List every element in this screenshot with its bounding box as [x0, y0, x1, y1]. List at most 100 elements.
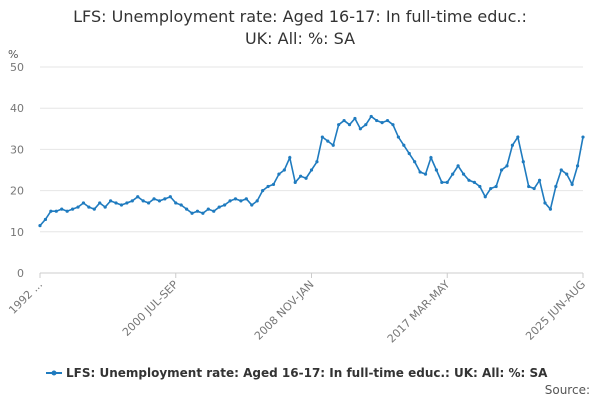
data-point	[43, 217, 48, 222]
data-point	[255, 199, 259, 203]
data-point	[326, 139, 330, 143]
data-point	[233, 197, 238, 201]
data-point	[81, 201, 86, 205]
data-point	[250, 203, 254, 207]
data-point	[581, 135, 585, 139]
data-point	[304, 176, 308, 180]
data-point	[499, 168, 504, 172]
data-point	[423, 172, 428, 176]
data-point	[494, 184, 498, 189]
data-point	[347, 123, 352, 127]
data-point	[244, 197, 248, 201]
data-point	[451, 172, 455, 176]
data-point	[331, 143, 335, 147]
y-tick-label: 40	[10, 102, 24, 115]
data-point	[380, 121, 384, 125]
source: Source:	[545, 383, 590, 397]
data-point	[65, 209, 69, 213]
data-point	[565, 172, 569, 176]
data-point	[472, 180, 476, 184]
data-point	[49, 209, 53, 213]
data-point	[163, 197, 167, 201]
data-point	[168, 195, 172, 199]
data-point	[114, 201, 118, 205]
data-point	[195, 209, 200, 213]
data-point	[527, 184, 531, 189]
data-point	[434, 168, 438, 172]
data-point	[119, 203, 124, 207]
data-point	[38, 224, 42, 228]
data-point	[478, 184, 482, 189]
data-point	[87, 205, 91, 209]
data-point	[54, 209, 58, 213]
data-point	[440, 180, 444, 184]
data-point	[320, 135, 324, 139]
data-point	[206, 207, 210, 211]
data-point	[147, 201, 151, 205]
data-point	[353, 116, 357, 121]
data-point	[418, 170, 422, 174]
y-tick-label: 30	[10, 143, 24, 156]
data-point	[98, 201, 102, 205]
data-point	[261, 189, 265, 193]
data-point	[70, 207, 75, 211]
x-tick-label: 2000 JUL-SEP	[120, 278, 181, 339]
data-point	[293, 180, 297, 184]
y-axis-label: %	[8, 48, 18, 61]
data-point	[369, 114, 373, 119]
chart-title: UK: All: %: SA	[245, 29, 355, 48]
x-tick-label: 2008 NOV-JAN	[252, 278, 317, 343]
x-tick-label: 1992 ...	[6, 278, 45, 317]
data-point	[103, 205, 107, 209]
data-point	[467, 178, 471, 182]
y-tick-label: 10	[10, 226, 24, 239]
data-point	[407, 151, 411, 156]
data-point	[337, 123, 341, 127]
data-point	[92, 207, 96, 211]
data-point	[510, 143, 515, 147]
data-point	[402, 143, 406, 147]
data-point	[157, 199, 162, 203]
data-point	[396, 135, 400, 139]
y-tick-label: 0	[17, 267, 24, 280]
data-point	[309, 168, 314, 172]
data-point	[483, 195, 487, 199]
data-point	[288, 156, 292, 160]
data-point	[575, 164, 580, 168]
data-point	[185, 207, 189, 211]
data-point	[141, 199, 145, 203]
data-point	[429, 156, 433, 160]
data-point	[342, 118, 346, 123]
data-point	[516, 135, 520, 139]
data-point	[282, 168, 286, 172]
data-point	[212, 209, 216, 213]
data-point	[521, 160, 525, 164]
data-point	[266, 184, 270, 189]
data-point	[548, 207, 553, 211]
data-point	[537, 178, 542, 182]
legend-marker	[51, 370, 57, 376]
data-point	[461, 172, 466, 176]
data-point	[570, 182, 574, 187]
data-point	[315, 160, 319, 164]
data-point	[271, 182, 276, 187]
data-point	[559, 168, 563, 172]
data-point	[277, 172, 281, 176]
data-point	[179, 203, 183, 207]
data-point	[217, 205, 221, 209]
data-point	[228, 199, 232, 203]
data-point	[201, 211, 205, 215]
x-tick-label: 2025 JUN-AUG	[523, 278, 588, 343]
y-tick-label: 20	[10, 185, 24, 198]
data-point	[223, 203, 227, 207]
data-point	[108, 199, 113, 203]
data-point	[76, 205, 80, 209]
legend-label: LFS: Unemployment rate: Aged 16-17: In f…	[66, 366, 548, 380]
data-point	[239, 199, 243, 203]
data-point	[445, 180, 449, 184]
data-point	[125, 201, 129, 205]
data-point	[60, 207, 64, 211]
y-tick-label: 50	[10, 61, 24, 74]
